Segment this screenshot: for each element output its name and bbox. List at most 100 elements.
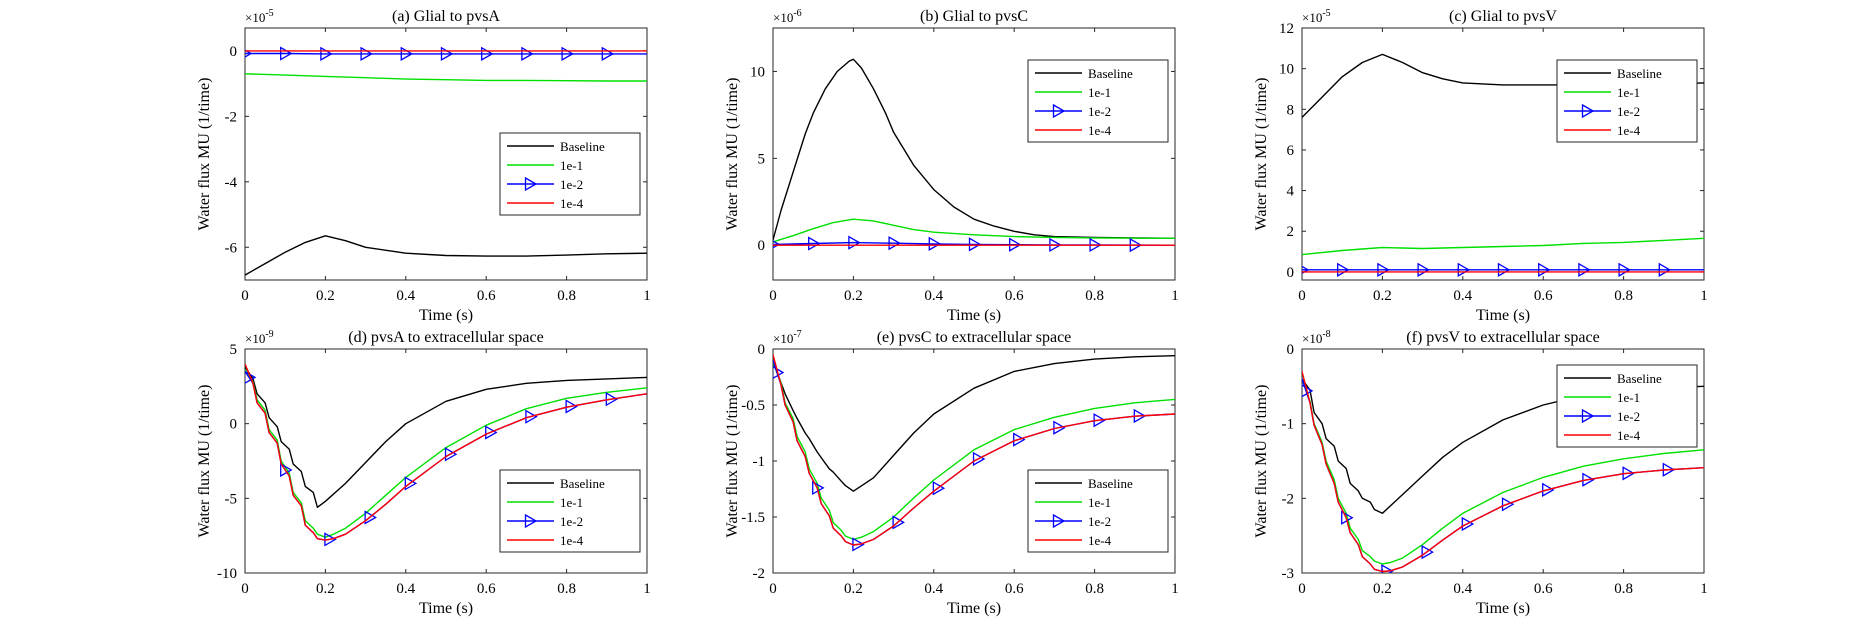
series-marker xyxy=(525,409,538,424)
x-tick-label: 0.6 xyxy=(1005,581,1024,597)
legend-label: 1e-1 xyxy=(1088,85,1111,100)
legend-label: 1e-1 xyxy=(560,495,583,510)
exponent-base: ×10 xyxy=(1302,10,1322,25)
x-tick-label: 0.2 xyxy=(316,581,335,597)
chart-title: (c) Glial to pvsV xyxy=(1449,8,1557,25)
y-tick-label: -2 xyxy=(753,566,766,582)
series-marker xyxy=(808,236,821,251)
x-tick-label: 0.8 xyxy=(1085,288,1104,304)
exponent-power: -9 xyxy=(265,329,273,340)
series-marker xyxy=(1421,544,1434,560)
x-axis-label: Time (s) xyxy=(419,600,473,617)
series-marker xyxy=(1337,262,1350,277)
series-line-1e-1 xyxy=(773,362,1175,541)
y-tick-label: -1 xyxy=(753,454,766,470)
series-marker xyxy=(968,237,982,252)
series-marker xyxy=(1501,497,1515,512)
series-marker xyxy=(1053,420,1066,435)
x-tick-label: 0.4 xyxy=(396,581,415,597)
y-tick-label: -5 xyxy=(225,491,238,507)
x-tick-label: 0.2 xyxy=(1373,581,1392,597)
series-line-Baseline xyxy=(773,355,1175,492)
series-marker xyxy=(1618,262,1631,277)
x-tick-label: 0.6 xyxy=(1534,581,1553,597)
series-group xyxy=(773,354,1175,552)
x-tick-label: 0.2 xyxy=(1373,288,1392,304)
exponent-power: -7 xyxy=(793,329,801,340)
series-line-Baseline xyxy=(773,58,1175,241)
y-tick-label: 0 xyxy=(230,417,238,433)
exponent-power: -8 xyxy=(1322,329,1330,340)
legend-label: Baseline xyxy=(1617,371,1662,386)
y-tick-label: 2 xyxy=(1287,224,1295,240)
legend: Baseline 1e-1 1e-2 1e-4 xyxy=(499,469,641,553)
legend-label: 1e-2 xyxy=(560,514,583,529)
legend-label: 1e-4 xyxy=(1088,123,1112,138)
x-tick-label: 0.2 xyxy=(844,288,863,304)
series-marker xyxy=(773,366,785,379)
exponent-base: ×10 xyxy=(773,10,793,25)
series-marker xyxy=(280,462,293,478)
x-axis-label: Time (s) xyxy=(947,307,1001,324)
series-marker xyxy=(773,240,781,249)
y-tick-label: 0 xyxy=(1287,342,1295,358)
y-tick-label: -6 xyxy=(225,240,238,256)
chart-title: (f) pvsV to extracellular space xyxy=(1406,329,1599,346)
y-tick-label: 5 xyxy=(758,151,766,167)
series-line-Baseline xyxy=(245,235,647,276)
chart-title: (e) pvsC to extracellular space xyxy=(877,329,1072,346)
series-marker xyxy=(565,399,578,414)
x-axis-label: Time (s) xyxy=(1476,600,1530,617)
legend-label: Baseline xyxy=(560,476,605,491)
series-marker xyxy=(972,451,986,467)
legend-label: 1e-2 xyxy=(1088,104,1111,119)
y-axis-label: Water flux MU (1/time) xyxy=(196,385,213,538)
series-marker xyxy=(1578,262,1591,277)
legend-label: 1e-1 xyxy=(560,158,583,173)
legend-label: 1e-2 xyxy=(1088,514,1111,529)
x-tick-label: 0.6 xyxy=(477,581,496,597)
series-marker xyxy=(364,510,377,525)
x-axis-label: Time (s) xyxy=(419,307,473,324)
series-marker xyxy=(1582,472,1595,487)
y-tick-label: 6 xyxy=(1287,143,1295,159)
x-tick-label: 0 xyxy=(241,288,249,304)
series-marker xyxy=(1538,262,1551,277)
y-tick-label: -4 xyxy=(225,175,238,191)
legend-marker xyxy=(1581,408,1595,424)
y-tick-label: -1 xyxy=(1282,417,1295,433)
exponent-power: -5 xyxy=(1322,8,1330,19)
series-line-Baseline xyxy=(245,366,647,508)
x-tick-label: 0.2 xyxy=(844,581,863,597)
series-marker xyxy=(1013,432,1026,447)
legend-label: 1e-2 xyxy=(1617,104,1640,119)
x-tick-label: 0.8 xyxy=(1614,288,1633,304)
x-tick-label: 0.8 xyxy=(1614,581,1633,597)
series-marker xyxy=(932,481,946,496)
axis-exponent: ×10-7 xyxy=(773,329,802,346)
legend-marker xyxy=(1052,513,1066,529)
y-tick-label: 0 xyxy=(758,342,766,358)
axis-exponent: ×10-6 xyxy=(773,8,802,25)
y-axis-label: Water flux MU (1/time) xyxy=(1253,385,1270,538)
legend: Baseline 1e-1 1e-2 1e-4 xyxy=(499,132,641,216)
legend-label: 1e-4 xyxy=(1088,533,1112,548)
series-marker xyxy=(1461,516,1475,532)
axis-exponent: ×10-9 xyxy=(245,329,274,346)
y-tick-label: -0.5 xyxy=(741,398,765,414)
legend-label: Baseline xyxy=(1088,66,1133,81)
chart-title: (b) Glial to pvsC xyxy=(920,8,1028,25)
chart-title: (a) Glial to pvsA xyxy=(392,8,500,25)
y-tick-label: -2 xyxy=(1282,491,1295,507)
series-line-1e-4 xyxy=(1302,371,1704,573)
chart-panel-1: 0 0.2 0.4 0.6 0.8 1 0 -2 -4 -6 (a) Glial to pvsA ×1… xyxy=(196,8,651,324)
x-tick-label: 0.2 xyxy=(316,288,335,304)
x-tick-label: 0.8 xyxy=(557,288,576,304)
series-group xyxy=(773,58,1175,253)
legend-marker xyxy=(524,176,538,192)
series-marker xyxy=(605,392,619,407)
series-marker xyxy=(444,447,458,462)
legend-marker xyxy=(524,513,538,529)
series-line-Baseline xyxy=(1302,378,1704,514)
